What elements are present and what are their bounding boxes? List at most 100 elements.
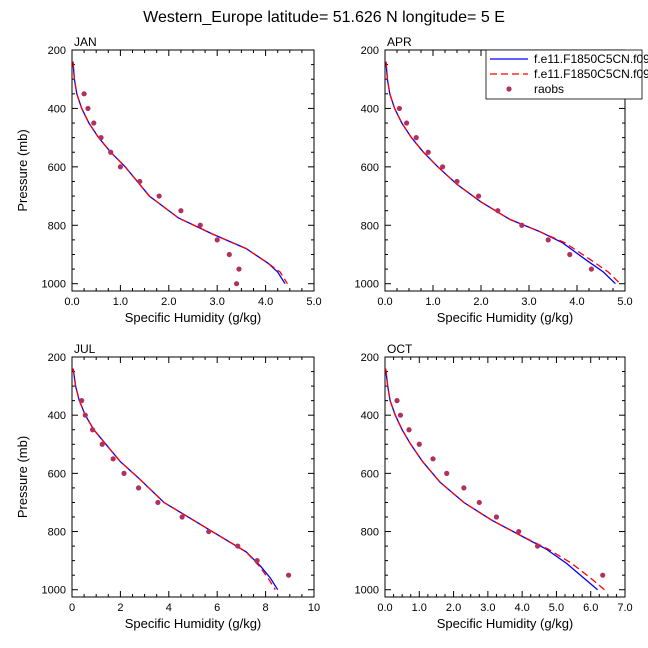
y-tick-label: 200 xyxy=(361,352,379,364)
x-axis-label: Specific Humidity (g/kg) xyxy=(437,310,574,325)
plot-frame xyxy=(384,356,626,598)
raobs-point xyxy=(117,164,123,170)
x-tick-label: 0.0 xyxy=(377,602,392,614)
y-tick-label: 800 xyxy=(48,220,66,232)
y-tick-label: 800 xyxy=(361,220,379,232)
y-tick-label: 800 xyxy=(48,527,66,539)
raobs-point xyxy=(99,441,105,447)
chart-panel: 0.0 1.0 2.0 3.0 4.0 5.0 6.0 7.0 200 400 600 800 1000… xyxy=(355,342,633,631)
x-tick-label: 0.0 xyxy=(377,296,392,308)
x-tick-label: 1.0 xyxy=(113,296,128,308)
raobs-point xyxy=(416,441,422,447)
x-tick-label: 5.0 xyxy=(617,296,632,308)
plot-frame xyxy=(71,49,315,292)
raobs-point xyxy=(495,208,501,214)
x-tick-label: 4 xyxy=(166,602,172,614)
raobs-point xyxy=(226,251,232,258)
raobs-point xyxy=(588,266,595,272)
x-tick-label: 3.0 xyxy=(210,296,225,308)
y-tick-label: 200 xyxy=(48,45,66,57)
y-tick-label: 400 xyxy=(48,103,66,115)
y-tick-label: 600 xyxy=(361,162,379,174)
raobs-point xyxy=(235,543,241,549)
y-tick-label: 400 xyxy=(361,103,379,115)
y-tick-label: 200 xyxy=(361,45,379,57)
raobs-point xyxy=(397,412,404,418)
x-tick-label: 5.0 xyxy=(306,296,321,308)
raobs-point xyxy=(179,514,185,520)
raobs-point xyxy=(98,135,104,141)
raobs-point xyxy=(440,164,446,170)
x-tick-label: 2.0 xyxy=(161,296,176,308)
raobs-point xyxy=(214,237,220,243)
x-axis-label: Specific Humidity (g/kg) xyxy=(125,310,262,325)
panel-label: JAN xyxy=(74,35,97,49)
raobs-point xyxy=(545,237,551,243)
x-tick-label: 2 xyxy=(117,602,123,614)
chart-panel: 0 2 4 6 8 10 200 400 600 800 1000 JUL Specific Humid… xyxy=(15,342,320,631)
raobs-point xyxy=(404,120,410,126)
y-tick-label: 600 xyxy=(48,162,66,174)
x-axis-label: Specific Humidity (g/kg) xyxy=(125,616,262,631)
model-line-dashed xyxy=(72,61,288,285)
x-tick-label: 2.0 xyxy=(473,296,488,308)
x-tick-label: 6 xyxy=(214,602,220,614)
x-tick-label: 4.0 xyxy=(258,296,273,308)
raobs-point xyxy=(178,208,184,214)
raobs-point xyxy=(110,456,116,462)
panel-label: APR xyxy=(387,35,412,49)
x-tick-label: 0 xyxy=(69,602,75,614)
raobs-point xyxy=(519,222,525,228)
x-tick-label: 1.0 xyxy=(412,602,427,614)
raobs-point xyxy=(121,470,127,476)
y-tick-label: 400 xyxy=(48,410,66,422)
raobs-point xyxy=(155,499,161,506)
x-tick-label: 1.0 xyxy=(425,296,440,308)
raobs-point xyxy=(430,456,436,462)
legend: f.e11.F1850C5CN.f09f.e11.F1850C5CN.f09ra… xyxy=(485,49,648,100)
raobs-point xyxy=(413,135,419,141)
figure-title: Western_Europe latitude= 51.626 N longit… xyxy=(143,9,505,26)
raobs-point xyxy=(137,178,143,185)
raobs-point xyxy=(567,251,573,258)
panels-group: 0.0 1.0 2.0 3.0 4.0 5.0 200 400 600 800 1000 JAN Spe… xyxy=(15,35,633,631)
model-line-dashed xyxy=(385,368,605,591)
raobs-point xyxy=(197,222,203,228)
raobs-point xyxy=(82,412,88,418)
raobs-point xyxy=(254,558,260,564)
x-tick-label: 4.0 xyxy=(569,296,584,308)
x-tick-label: 5.0 xyxy=(549,602,564,614)
raobs-point xyxy=(476,499,482,506)
raobs-point xyxy=(396,105,402,112)
x-tick-label: 10 xyxy=(308,602,320,614)
raobs-point xyxy=(236,266,242,272)
x-tick-label: 8 xyxy=(263,602,269,614)
raobs-point xyxy=(476,193,482,199)
y-tick-label: 400 xyxy=(361,410,379,422)
x-tick-label: 0.0 xyxy=(64,296,79,308)
y-tick-label: 1000 xyxy=(42,585,66,597)
raobs-point xyxy=(444,470,450,476)
raobs-point xyxy=(85,105,91,112)
raobs-point xyxy=(516,528,522,535)
x-tick-label: 3.0 xyxy=(480,602,495,614)
model-line-solid xyxy=(385,368,599,591)
y-axis-label: Pressure (mb) xyxy=(15,129,30,211)
raobs-point xyxy=(534,543,541,549)
x-tick-label: 3.0 xyxy=(521,296,536,308)
raobs-point xyxy=(108,149,114,155)
raobs-point xyxy=(461,485,467,491)
plot-frame xyxy=(71,356,315,598)
raobs-point xyxy=(79,398,85,404)
raobs-point xyxy=(493,514,500,520)
raobs-point xyxy=(233,281,240,287)
legend-label: raobs xyxy=(534,82,564,96)
x-tick-label: 6.0 xyxy=(583,602,598,614)
raobs-point xyxy=(206,528,212,535)
raobs-point xyxy=(425,149,431,155)
raobs-point xyxy=(91,120,97,126)
y-tick-label: 1000 xyxy=(355,585,379,597)
x-tick-label: 7.0 xyxy=(617,602,632,614)
y-tick-label: 1000 xyxy=(42,279,66,291)
